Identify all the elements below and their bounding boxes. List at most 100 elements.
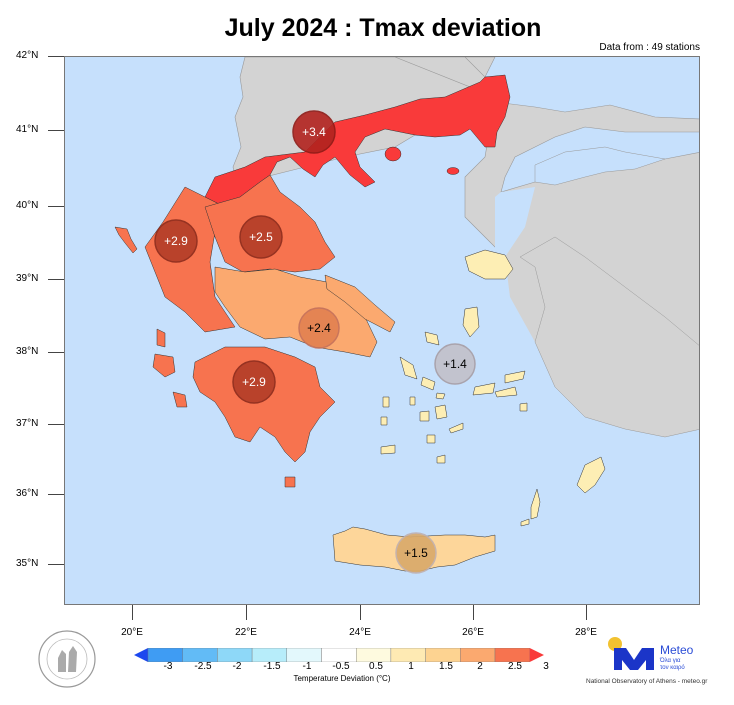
- colorbar-tick: -0.5: [332, 661, 350, 672]
- lat-tick: [48, 206, 64, 207]
- island-syros: [409, 396, 416, 406]
- lon-label: 20°E: [121, 627, 143, 638]
- lat-tick: [48, 56, 64, 57]
- observatory-seal-icon: [38, 630, 96, 688]
- lon-label: 28°E: [575, 627, 597, 638]
- colorbar-tick: 1: [408, 661, 414, 672]
- island-rhodes: [576, 456, 606, 494]
- island-kefalonia: [152, 353, 176, 378]
- badge-peloponnese: +2.9: [232, 360, 276, 404]
- badge-thessaly: +2.5: [239, 215, 283, 259]
- lat-label: 37°N: [16, 418, 39, 429]
- svg-text:+2.5: +2.5: [249, 230, 273, 244]
- svg-text:+3.4: +3.4: [302, 125, 326, 139]
- lon-label: 26°E: [462, 627, 484, 638]
- region-central-greece: [214, 266, 378, 358]
- lon-tick: [246, 605, 247, 620]
- island-corfu: [114, 226, 138, 254]
- badge-aegean-islands: +1.4: [434, 343, 476, 385]
- island-ikaria: [472, 382, 496, 396]
- greece-choropleth-map: +3.4 +2.9 +2.5 +2.4 +2.9 +1.4 +1.5: [114, 57, 699, 604]
- colorbar-tick: -3: [163, 661, 173, 672]
- island-ios: [426, 434, 436, 444]
- island-tinos: [420, 376, 436, 391]
- colorbar-tick: 2.5: [508, 661, 522, 672]
- svg-text:+1.5: +1.5: [404, 546, 428, 560]
- lon-tick: [473, 605, 474, 620]
- colorbar-tick: -1: [302, 661, 312, 672]
- island-thasos: [384, 146, 402, 162]
- lat-label: 41°N: [16, 124, 39, 135]
- island-patmos: [519, 402, 528, 412]
- lat-tick: [48, 424, 64, 425]
- island-zakynthos: [172, 391, 188, 408]
- lat-tick: [48, 494, 64, 495]
- svg-text:+2.9: +2.9: [164, 234, 188, 248]
- island-kythnos: [380, 416, 388, 426]
- colorbar-tick: -1.5: [263, 661, 281, 672]
- island-santorini: [436, 454, 446, 464]
- badge-epirus: +2.9: [154, 219, 198, 263]
- logo-tagline-line1: Όλα για: [660, 658, 681, 664]
- logo-tagline: Όλα για τον καιρό: [660, 658, 700, 672]
- island-mykonos: [435, 392, 446, 400]
- island-amorgos: [448, 422, 464, 434]
- island-naxos: [434, 404, 448, 420]
- lon-tick: [360, 605, 361, 620]
- data-source-note: Data from : 49 stations: [599, 42, 700, 53]
- svg-text:+1.4: +1.4: [443, 357, 467, 371]
- island-kea: [382, 396, 390, 408]
- lon-tick: [132, 605, 133, 620]
- badge-macedonia-thrace: +3.4: [292, 110, 336, 154]
- land-turkey-west: [519, 236, 699, 438]
- lat-tick: [48, 279, 64, 280]
- region-peloponnese: [192, 346, 336, 463]
- colorbar-tick: 1.5: [439, 661, 453, 672]
- island-samothrace: [446, 167, 460, 175]
- lat-label: 42°N: [16, 50, 39, 61]
- meteo-logo-icon: [608, 637, 654, 670]
- credit-text: National Observatory of Athens - meteo.g…: [586, 678, 708, 685]
- island-karpathos: [530, 488, 541, 520]
- land-bulgaria-turkey-north: [465, 57, 699, 119]
- colorbar-tick-labels: -3 -2.5 -2 -1.5 -1 -0.5 0.5 1 1.5 2 2.5 …: [0, 661, 734, 675]
- lat-label: 40°N: [16, 200, 39, 211]
- island-kasos: [520, 518, 530, 527]
- island-milos: [380, 444, 396, 455]
- lon-label: 24°E: [349, 627, 371, 638]
- island-skyros: [424, 331, 440, 346]
- sea-marmara: [534, 146, 666, 186]
- lat-label: 35°N: [16, 558, 39, 569]
- island-paros: [419, 410, 430, 422]
- badge-central-greece: +2.4: [298, 307, 340, 349]
- logo-name: Meteo: [660, 643, 694, 657]
- lat-label: 39°N: [16, 273, 39, 284]
- island-chios: [462, 306, 480, 338]
- map-title: July 2024 : Tmax deviation: [224, 14, 542, 42]
- colorbar-tick: 0.5: [369, 661, 383, 672]
- region-macedonia-thrace: [204, 74, 511, 208]
- map-frame: +3.4 +2.9 +2.5 +2.4 +2.9 +1.4 +1.5: [64, 56, 700, 605]
- badge-crete: +1.5: [395, 532, 437, 574]
- island-samos: [504, 370, 526, 384]
- lat-label: 38°N: [16, 346, 39, 357]
- island-lefkada: [156, 328, 166, 348]
- colorbar-tick: -2: [232, 661, 242, 672]
- lon-tick: [586, 605, 587, 620]
- island-andros: [399, 356, 418, 380]
- lat-tick: [48, 352, 64, 353]
- svg-text:+2.9: +2.9: [242, 375, 266, 389]
- colorbar: [134, 648, 544, 662]
- colorbar-tick: 2: [477, 661, 483, 672]
- colorbar-tick: -2.5: [194, 661, 212, 672]
- logo-tagline-line2: τον καιρό: [660, 665, 685, 671]
- lat-tick: [48, 130, 64, 131]
- sea-aegean-east: [495, 187, 699, 604]
- island-kos: [494, 386, 518, 398]
- lat-tick: [48, 564, 64, 565]
- colorbar-title: Temperature Deviation (°C): [293, 674, 391, 683]
- island-lesvos: [464, 249, 514, 280]
- colorbar-tick: 3: [543, 661, 549, 672]
- island-evia: [324, 274, 396, 333]
- lon-label: 22°E: [235, 627, 257, 638]
